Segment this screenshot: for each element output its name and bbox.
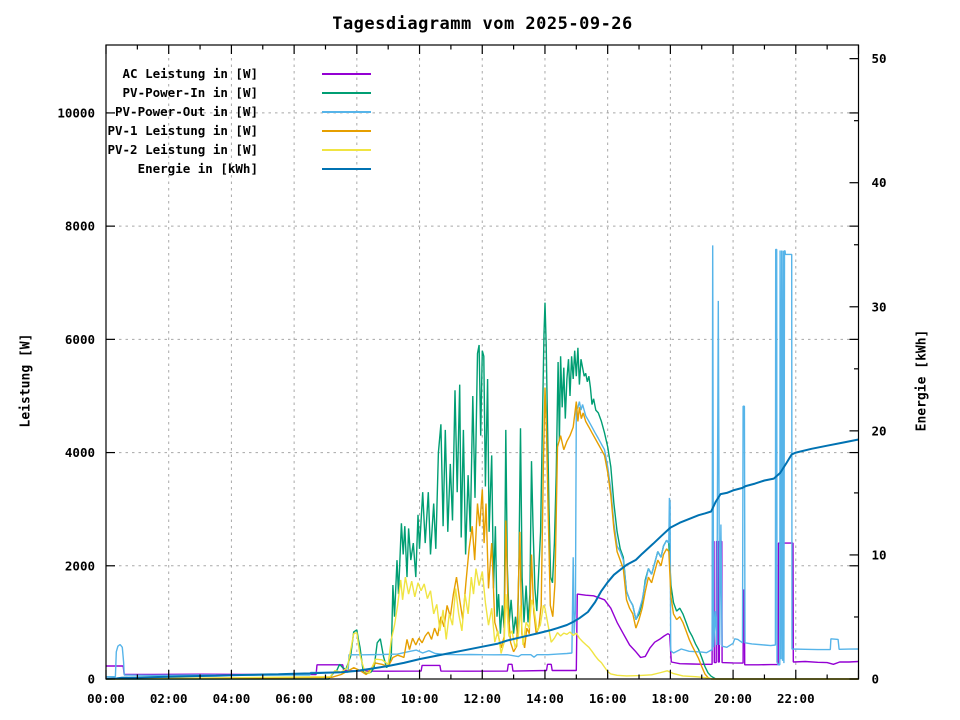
x-tick-label: 18:00 bbox=[652, 691, 690, 706]
legend-line-swatch bbox=[322, 167, 371, 170]
y2-tick-label: 40 bbox=[872, 175, 887, 190]
legend-item-ac-leistung: AC Leistung in [W] bbox=[58, 64, 371, 83]
series-line-5 bbox=[105, 568, 859, 680]
legend-item-pv2-leistung: PV-2 Leistung in [W] bbox=[58, 140, 371, 159]
y-tick-label: 2000 bbox=[65, 558, 95, 573]
y-tick-label: 4000 bbox=[65, 445, 95, 460]
x-tick-label: 22:00 bbox=[777, 691, 815, 706]
y2-tick-label: 0 bbox=[872, 672, 880, 687]
legend-item-pv1-leistung: PV-1 Leistung in [W] bbox=[58, 121, 371, 140]
legend-item-pv-power-in: PV-Power-In in [W] bbox=[58, 83, 371, 102]
legend-line-swatch bbox=[322, 129, 371, 132]
x-tick-label: 00:00 bbox=[87, 691, 125, 706]
legend-line-swatch bbox=[322, 91, 371, 94]
series-line-6 bbox=[105, 438, 859, 680]
y2-tick-label: 10 bbox=[872, 547, 887, 562]
legend-item-energie: Energie in [kWh] bbox=[58, 159, 371, 178]
x-tick-label: 12:00 bbox=[463, 691, 501, 706]
series-lines bbox=[105, 245, 859, 680]
y2-tick-label: 50 bbox=[872, 51, 887, 66]
y-tick-label: 10000 bbox=[57, 105, 95, 120]
legend-line-swatch bbox=[322, 72, 371, 75]
tick-labels: 00:00 02:00 04:00 06:00 08:00 10:00 12:00 14:00… bbox=[57, 51, 886, 706]
x-tick-label: 10:00 bbox=[401, 691, 439, 706]
legend-label: PV-Power-Out in [W] bbox=[115, 104, 258, 119]
x-tick-label: 08:00 bbox=[338, 691, 376, 706]
legend-label: Energie in [kWh] bbox=[137, 161, 258, 176]
y2-tick-label: 20 bbox=[872, 423, 887, 438]
y2-tick-label: 30 bbox=[872, 299, 887, 314]
chart-title: Tagesdiagramm vom 2025-09-26 bbox=[332, 14, 633, 34]
series-line-4 bbox=[105, 387, 859, 680]
legend-line-swatch bbox=[322, 148, 371, 151]
legend-label: PV-Power-In in [W] bbox=[122, 85, 258, 100]
x-tick-label: 04:00 bbox=[213, 691, 251, 706]
legend-line-swatch bbox=[322, 110, 371, 113]
legend-item-pv-power-out: PV-Power-Out in [W] bbox=[58, 102, 371, 121]
y-tick-label: 6000 bbox=[65, 332, 95, 347]
legend-label: AC Leistung in [W] bbox=[122, 66, 258, 81]
x-tick-label: 16:00 bbox=[589, 691, 627, 706]
legend: AC Leistung in [W] PV-Power-In in [W] PV… bbox=[58, 64, 371, 178]
series-line-1 bbox=[106, 540, 859, 676]
x-tick-label: 02:00 bbox=[150, 691, 188, 706]
x-tick-label: 20:00 bbox=[714, 691, 752, 706]
series-line-3 bbox=[106, 245, 859, 678]
x-tick-label: 14:00 bbox=[526, 691, 564, 706]
x-tick-label: 06:00 bbox=[275, 691, 313, 706]
axes bbox=[105, 44, 860, 680]
y-tick-label: 0 bbox=[87, 672, 95, 687]
legend-label: PV-2 Leistung in [W] bbox=[107, 142, 258, 157]
legend-label: PV-1 Leistung in [W] bbox=[107, 123, 258, 138]
y-tick-label: 8000 bbox=[65, 219, 95, 234]
